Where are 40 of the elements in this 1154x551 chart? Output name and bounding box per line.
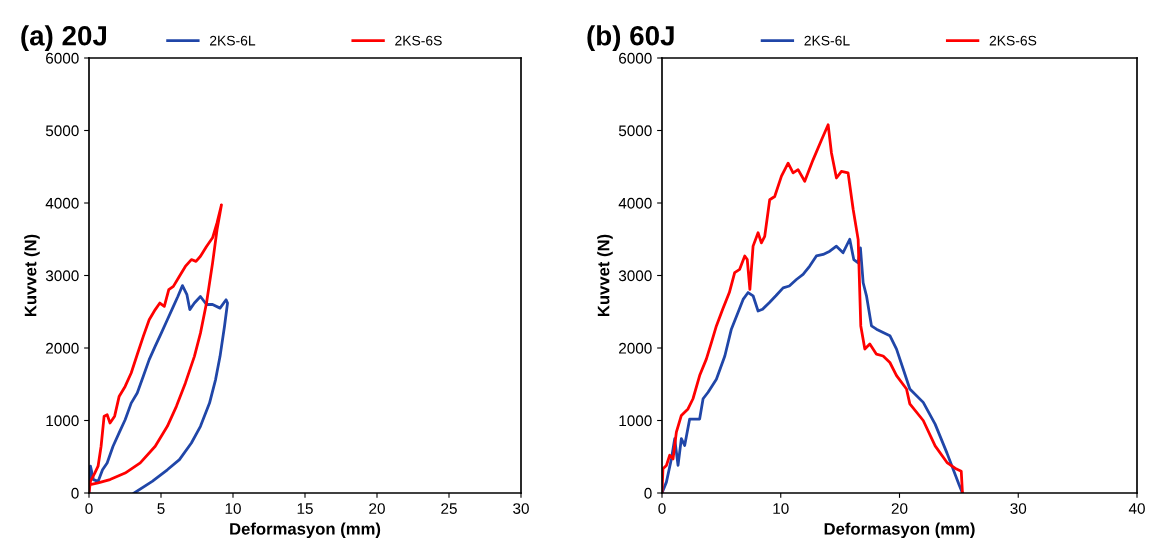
y-tick-label: 4000 xyxy=(45,197,79,209)
line-series xyxy=(89,203,223,493)
x-tick-label: 25 xyxy=(441,503,457,514)
line-series xyxy=(89,284,229,493)
y-tick-label: 3000 xyxy=(618,270,652,282)
x-tick-label: 0 xyxy=(85,503,93,514)
chart-title: (b) 60J xyxy=(587,25,674,52)
y-tick-label: 2000 xyxy=(46,342,79,354)
y-tick-label: 5000 xyxy=(45,125,79,137)
x-tick-label: 40 xyxy=(1128,503,1145,514)
x-axis-title: Deformasyon (mm) xyxy=(230,522,381,539)
y-tick-label: 6000 xyxy=(46,52,79,64)
x-tick-label: 10 xyxy=(773,503,789,514)
chart-title: (a) 20J xyxy=(21,25,106,52)
x-tick-label: 20 xyxy=(369,503,385,514)
x-tick-label: 30 xyxy=(513,503,529,514)
y-axis-title: Kuvvet (N) xyxy=(24,234,40,317)
y-tick-label: 5000 xyxy=(618,125,652,137)
x-tick-label: 10 xyxy=(225,503,241,514)
y-tick-label: 3000 xyxy=(45,270,79,282)
line-series xyxy=(662,237,964,493)
x-tick-label: 0 xyxy=(658,503,666,514)
y-tick-label: 6000 xyxy=(619,52,652,64)
legend-label: 2KS-6S xyxy=(395,35,442,46)
x-tick-label: 15 xyxy=(297,503,313,514)
legend-label: 2KS-6L xyxy=(209,35,256,46)
y-tick-label: 2000 xyxy=(619,342,652,354)
y-tick-label: 0 xyxy=(71,487,79,499)
y-tick-label: 0 xyxy=(644,487,652,499)
x-axis-title: Deformasyon (mm) xyxy=(824,522,975,539)
y-axis-title: Kuvvet (N) xyxy=(597,234,613,317)
y-tick-label: 4000 xyxy=(618,197,652,209)
y-tick-label: 1000 xyxy=(619,415,652,427)
x-tick-label: 30 xyxy=(1010,503,1027,514)
legend-label: 2KS-6S xyxy=(989,35,1037,46)
x-tick-label: 20 xyxy=(891,503,908,514)
legend-label: 2KS-6L xyxy=(804,35,850,46)
x-tick-label: 5 xyxy=(157,503,165,514)
line-series xyxy=(662,123,964,493)
y-tick-label: 1000 xyxy=(46,415,79,427)
